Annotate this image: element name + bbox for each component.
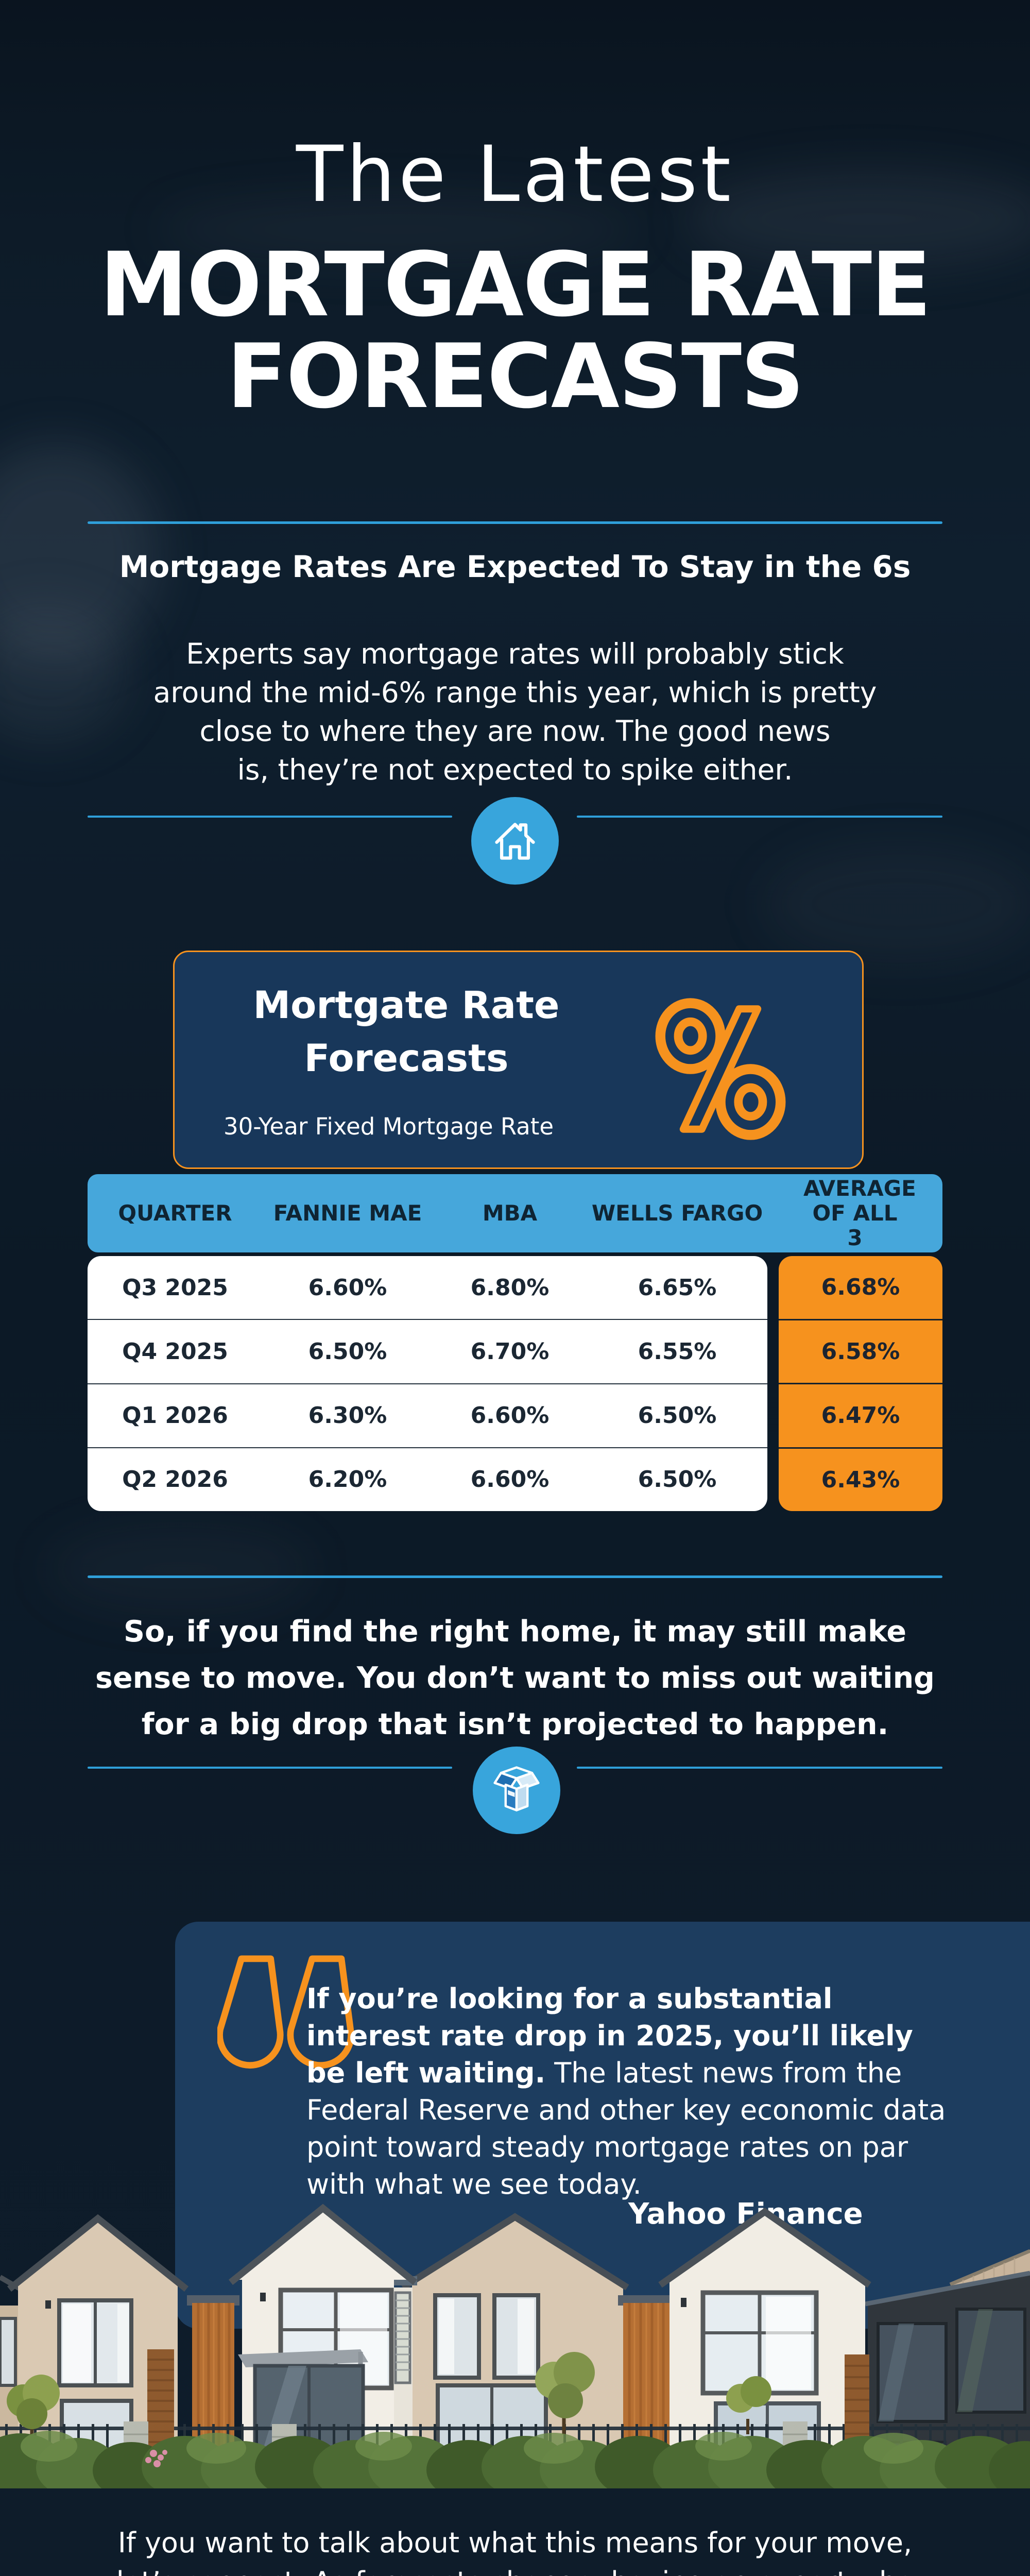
forecast-card: Mortgate Rate Forecasts 30-Year Fixed Mo…: [173, 951, 864, 1169]
cell-average: 6.68%: [821, 1274, 900, 1301]
intro-heading: Mortgage Rates Are Expected To Stay in t…: [119, 549, 911, 584]
quote-bold-text: If you’re looking for a substantial inte…: [306, 1982, 913, 2089]
cell-mba: 6.60%: [470, 1466, 550, 1493]
quote-text: If you’re looking for a substantial inte…: [306, 1980, 960, 2203]
cell-fannie-mae: 6.60%: [308, 1274, 387, 1301]
advice-statement: So, if you find the right home, it may s…: [95, 1615, 935, 1741]
cell-wells-fargo: 6.50%: [638, 1402, 717, 1429]
cell-mba: 6.60%: [470, 1402, 550, 1429]
col-header-wells-fargo: WELLS FARGO: [591, 1200, 763, 1226]
closing-paragraph: If you want to talk about what this mean…: [116, 2527, 914, 2576]
col-header-average: AVERAGE OF ALL 3: [803, 1176, 916, 1250]
cell-quarter: Q1 2026: [122, 1402, 228, 1429]
cell-fannie-mae: 6.50%: [308, 1338, 387, 1365]
section-rule: [88, 521, 942, 524]
cell-fannie-mae: 6.20%: [308, 1466, 387, 1493]
quotation-marks-icon: [216, 1955, 355, 2088]
col-header-fannie-mae: FANNIE MAE: [273, 1200, 422, 1226]
houses-photo: [0, 2204, 1030, 2488]
cell-quarter: Q2 2026: [122, 1466, 228, 1493]
quote-regular-text: The latest news from the Federal Reserve…: [306, 2057, 946, 2200]
col-header-quarter: QUARTER: [118, 1200, 232, 1226]
cell-mba: 6.80%: [470, 1274, 550, 1301]
cloud-blob: [762, 845, 1030, 963]
intro-paragraph: Experts say mortgage rates will probably…: [153, 637, 877, 786]
page-title-line2: FORECASTS: [226, 325, 804, 428]
divider-line-right: [577, 1767, 942, 1769]
table-row: Q4 2025 6.50% 6.70% 6.55%: [88, 1319, 767, 1383]
cell-wells-fargo: 6.50%: [638, 1466, 717, 1493]
section-rule: [88, 1575, 942, 1578]
forecast-card-title: Mortgate Rate Forecasts: [253, 984, 560, 1080]
cell-mba: 6.70%: [470, 1338, 550, 1365]
page-eyebrow: The Latest: [296, 130, 734, 219]
table-header-row: QUARTER FANNIE MAE MBA WELLS FARGO AVERA…: [88, 1174, 942, 1252]
forecast-table-body: Q3 2025 6.60% 6.80% 6.65% Q4 2025 6.50% …: [88, 1256, 767, 1511]
divider-line-left: [88, 816, 452, 818]
home-icon: [490, 815, 540, 867]
percent-icon: [648, 997, 793, 1143]
home-icon-circle: [471, 797, 559, 885]
cloud-blob: [46, 1525, 314, 1613]
page-title-line1: MORTGAGE RATE: [99, 233, 931, 336]
cell-quarter: Q3 2025: [122, 1274, 228, 1301]
cell-fannie-mae: 6.30%: [308, 1402, 387, 1429]
table-row: Q1 2026 6.30% 6.60% 6.50%: [88, 1383, 767, 1447]
forecast-card-subtitle: 30-Year Fixed Mortgage Rate: [224, 1113, 554, 1140]
moving-box-icon-circle: [473, 1747, 560, 1834]
cell-average: 6.43%: [779, 1447, 942, 1512]
cell-wells-fargo: 6.55%: [638, 1338, 717, 1365]
moving-box-icon: [489, 1762, 544, 1819]
cell-quarter: Q4 2025: [122, 1338, 228, 1365]
average-column: 6.68% 6.58% 6.47% 6.43%: [779, 1256, 942, 1511]
divider-line-right: [577, 816, 942, 818]
table-row: Q3 2025 6.60% 6.80% 6.65%: [88, 1256, 767, 1319]
cell-average: 6.58%: [779, 1318, 942, 1383]
divider-line-left: [88, 1767, 452, 1769]
cell-wells-fargo: 6.65%: [638, 1274, 717, 1301]
cell-average: 6.47%: [779, 1383, 942, 1447]
col-header-mba: MBA: [482, 1200, 538, 1226]
table-row: Q2 2026 6.20% 6.60% 6.50%: [88, 1447, 767, 1511]
